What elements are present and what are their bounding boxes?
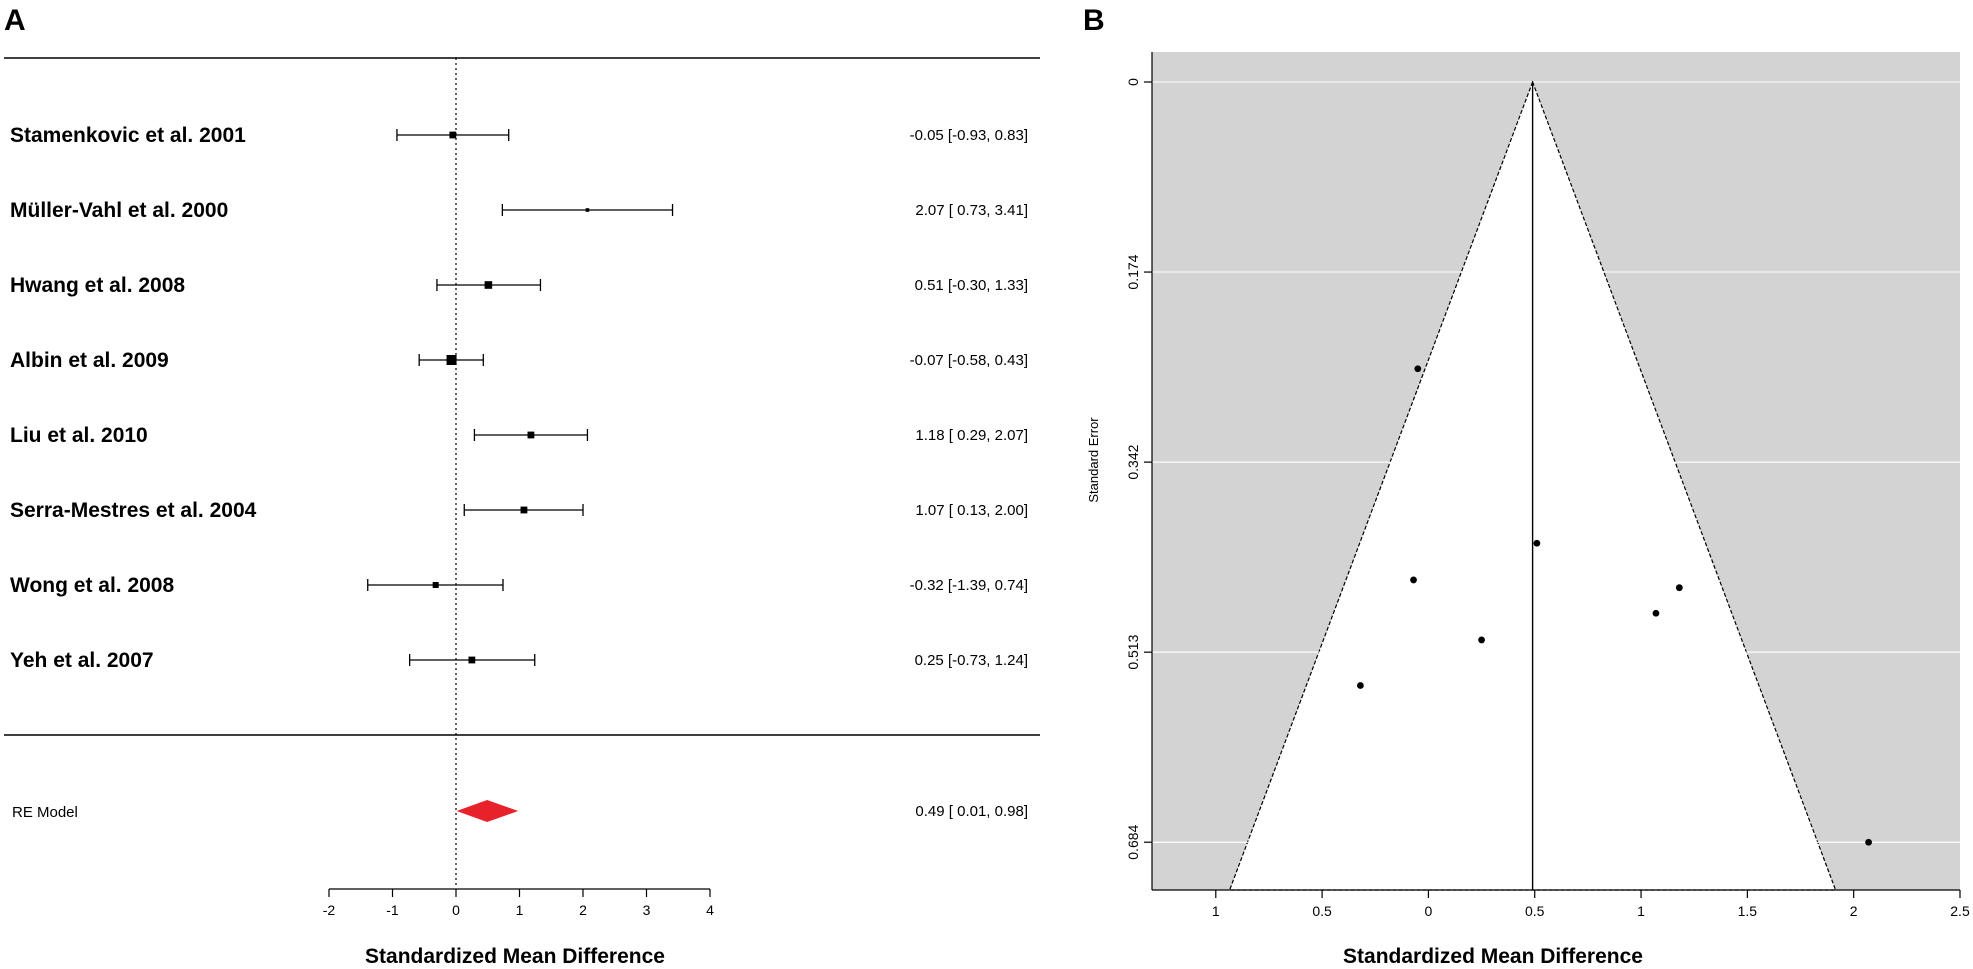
funnel-y-tick-label: 0.174 [1125, 254, 1141, 289]
panel-b-label: B [1083, 4, 1105, 37]
study-ci-text: -0.05 [-0.93, 0.83] [910, 127, 1028, 144]
study-label: Wong et al. 2008 [10, 574, 174, 597]
study-label: Müller-Vahl et al. 2000 [10, 199, 228, 222]
forest-tick-label: 3 [643, 902, 651, 918]
forest-tick-label: 1 [516, 902, 524, 918]
funnel-x-tick-label: 1 [1212, 903, 1220, 919]
funnel-x-tick-label: 1.5 [1738, 903, 1758, 919]
study-ci-text: 0.51 [-0.30, 1.33] [915, 277, 1028, 294]
study-effect-marker [585, 208, 590, 212]
funnel-study-point [1533, 539, 1541, 547]
study-effect-marker [520, 506, 528, 514]
forest-tick-label: 2 [579, 902, 587, 918]
funnel-study-point [1356, 682, 1364, 689]
funnel-plot-area [1152, 52, 1960, 891]
study-row: Wong et al. 2008 -0.32 [-1.39, 0.74] [10, 574, 1028, 597]
funnel-x-tick-label: 2 [1850, 903, 1858, 919]
panel-a-label: A [4, 4, 26, 37]
study-label: Yeh et al. 2007 [10, 649, 154, 672]
study-label: Albin et al. 2009 [10, 349, 169, 372]
study-ci-text: 0.25 [-0.73, 1.24] [915, 652, 1028, 669]
funnel-y-tick-label: 0.342 [1125, 444, 1141, 479]
forest-plot-panel: A Stamenkovic et al. 2001 -0.05 [-0.93, 0… [4, 4, 1040, 968]
study-effect-marker [527, 431, 535, 439]
study-effect-marker [446, 355, 457, 365]
study-effect-marker [484, 281, 493, 289]
study-row: Stamenkovic et al. 2001 -0.05 [-0.93, 0.8… [10, 124, 1028, 147]
funnel-y-tick-label: 0.513 [1125, 634, 1141, 669]
funnel-x-tick-label: 0.5 [1525, 903, 1545, 919]
forest-summary-row: RE Model 0.49 [ 0.01, 0.98] [12, 800, 1028, 822]
forest-tick-label: 4 [706, 902, 714, 918]
funnel-axes: 0 0.174 0.342 0.513 0.684 1 0.5 0 0.5 1 1.5 2 2.5 [1125, 52, 1970, 919]
study-effect-marker [449, 131, 457, 139]
funnel-study-point [1675, 584, 1683, 592]
study-label: Hwang et al. 2008 [10, 274, 185, 297]
study-row: Müller-Vahl et al. 2000 2.07 [ 0.73, 3.41… [10, 199, 1028, 222]
study-ci-text: 2.07 [ 0.73, 3.41] [915, 202, 1028, 219]
funnel-study-point [1652, 609, 1660, 617]
study-row: Liu et al. 2010 1.18 [ 0.29, 2.07] [10, 424, 1028, 447]
funnel-x-tick-label: 0.5 [1312, 903, 1332, 919]
funnel-x-tick-label: 0 [1425, 903, 1433, 919]
study-effect-marker [468, 656, 476, 664]
study-row: Yeh et al. 2007 0.25 [-0.73, 1.24] [10, 649, 1028, 672]
forest-tick-label: 0 [452, 902, 460, 918]
study-label: Liu et al. 2010 [10, 424, 148, 447]
forest-tick-label: -2 [323, 902, 336, 918]
re-model-label: RE Model [12, 804, 78, 821]
study-ci-text: 1.07 [ 0.13, 2.00] [915, 502, 1028, 519]
study-ci-text: -0.32 [-1.39, 0.74] [910, 577, 1028, 594]
funnel-x-tick-label: 1 [1637, 903, 1645, 919]
funnel-study-point [1410, 576, 1417, 584]
funnel-study-point [1478, 636, 1485, 644]
funnel-study-point [1414, 365, 1422, 373]
forest-x-axis-title: Standardized Mean Difference [365, 945, 665, 968]
funnel-y-tick-label: 0.684 [1125, 824, 1141, 859]
study-label: Serra-Mestres et al. 2004 [10, 499, 257, 522]
funnel-x-axis-title: Standardized Mean Difference [1343, 945, 1643, 968]
study-ci-text: -0.07 [-0.58, 0.43] [910, 352, 1028, 369]
study-row: Albin et al. 2009 -0.07 [-0.58, 0.43] [10, 349, 1028, 372]
forest-x-axis: -2 -1 0 1 2 3 4 [323, 888, 714, 918]
study-label: Stamenkovic et al. 2001 [10, 124, 246, 147]
funnel-y-tick-label: 0 [1125, 78, 1141, 86]
funnel-y-axis-title: Standard Error [1086, 417, 1101, 503]
study-effect-marker [432, 582, 439, 588]
study-row: Hwang et al. 2008 0.51 [-0.30, 1.33] [10, 274, 1028, 297]
forest-rows: Stamenkovic et al. 2001 -0.05 [-0.93, 0.8… [10, 58, 1028, 888]
study-row: Serra-Mestres et al. 2004 1.07 [ 0.13, 2.… [10, 499, 1028, 522]
forest-tick-label: -1 [386, 902, 399, 918]
re-model-diamond [456, 800, 519, 822]
funnel-study-point [1865, 838, 1872, 846]
funnel-x-tick-label: 2.5 [1950, 903, 1970, 919]
study-ci-text: 1.18 [ 0.29, 2.07] [915, 427, 1028, 444]
re-model-ci-text: 0.49 [ 0.01, 0.98] [915, 803, 1028, 820]
